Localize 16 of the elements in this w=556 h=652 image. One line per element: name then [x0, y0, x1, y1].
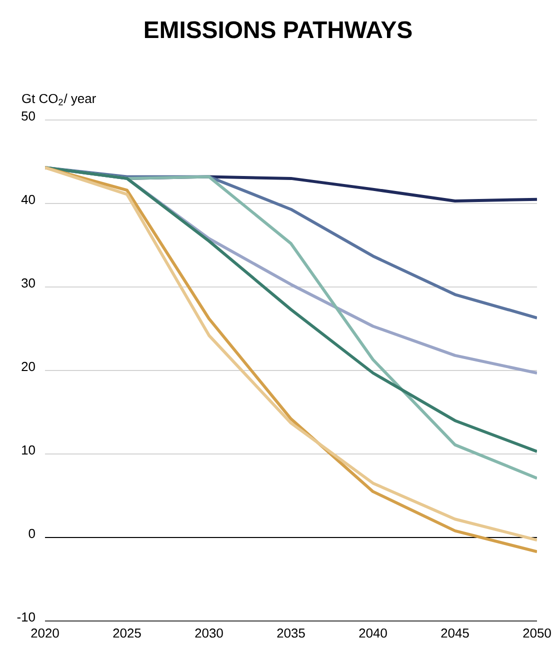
x-tick-label: 2040 — [359, 628, 387, 638]
x-tick-label: 2035 — [277, 628, 305, 638]
y-tick-label: 50 — [22, 111, 35, 121]
x-tick-label: 2025 — [113, 628, 141, 638]
x-tick-label: 2020 — [31, 628, 59, 638]
y-axis-title: Gt CO$_{2}$/ year — [22, 94, 96, 106]
y-tick-label: -10 — [17, 612, 35, 622]
chart-title: EMISSIONS PATHWAYS — [144, 21, 412, 38]
x-tick-label: 2030 — [195, 628, 223, 638]
y-tick-label: 10 — [22, 445, 35, 455]
y-tick-label: 40 — [21, 194, 35, 204]
x-tick-label: 2045 — [441, 628, 469, 638]
y-tick-label: 30 — [22, 278, 35, 288]
y-tick-label: 0 — [28, 528, 35, 538]
y-tick-label: 20 — [22, 362, 35, 372]
x-tick-label: 2050 — [523, 628, 551, 638]
